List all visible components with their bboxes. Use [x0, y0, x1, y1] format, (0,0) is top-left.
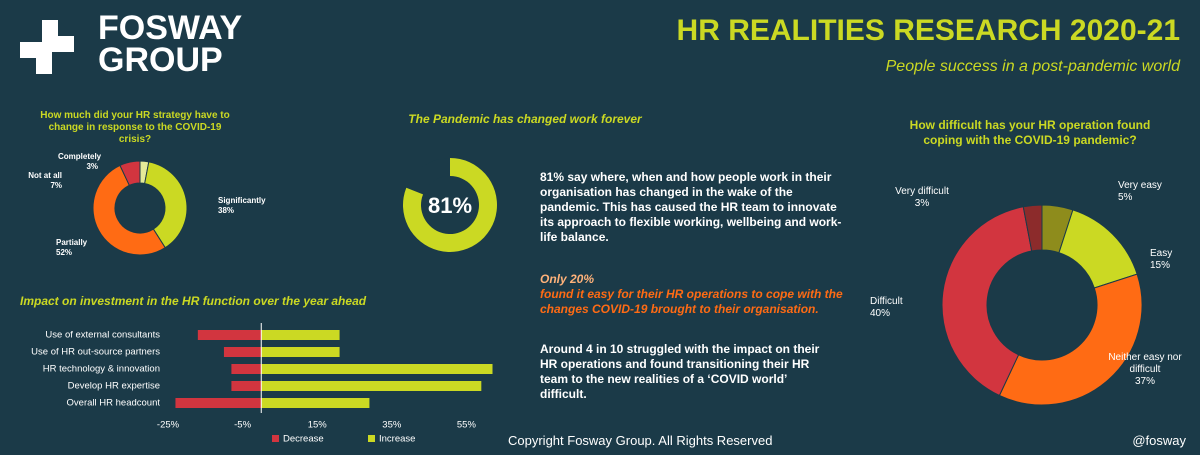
- x-tick-label: 15%: [308, 420, 328, 431]
- category-label: Not at all: [28, 171, 62, 180]
- category-label: Overall HR headcount: [67, 398, 161, 409]
- value-label: 7%: [50, 181, 62, 190]
- bar: [231, 381, 262, 391]
- gauge-arc: [403, 158, 497, 252]
- bar: [197, 330, 262, 340]
- logo-line: FOSWAY: [98, 9, 243, 47]
- legend-swatch: [272, 435, 279, 442]
- bar: [231, 364, 262, 374]
- donut-segment: [119, 160, 141, 187]
- category-label: HR technology & innovation: [43, 364, 160, 375]
- data-label: Easy 15%: [1150, 248, 1200, 272]
- copyright: Copyright Fosway Group. All Rights Reser…: [508, 433, 773, 448]
- value-label: 3%: [86, 162, 98, 171]
- gauge-label: 81%: [428, 193, 472, 218]
- category-label: Completely: [58, 152, 102, 161]
- chart-title: How difficult has your HR operation foun…: [909, 118, 1151, 147]
- data-label: Significantly 38%: [218, 196, 278, 216]
- value-label: 38%: [218, 206, 235, 215]
- data-label: Difficult 40%: [870, 296, 930, 320]
- data-label: Very easy 5%: [1118, 180, 1178, 204]
- chart-title: How much did your HR strategy have to ch…: [40, 110, 230, 145]
- value-label: 37%: [1134, 376, 1155, 387]
- page-title: HR REALITIES RESEARCH 2020-21: [676, 14, 1180, 47]
- x-tick-label: -5%: [234, 420, 251, 431]
- legend-swatch: [368, 435, 375, 442]
- bar: [261, 398, 370, 408]
- bar: [261, 330, 340, 340]
- paragraph-lead: Only 20%: [540, 272, 595, 286]
- category-label: Easy: [1150, 248, 1173, 259]
- bar: [261, 381, 482, 391]
- logo-line: GROUP: [98, 41, 223, 79]
- value-label: 5%: [1118, 192, 1133, 203]
- category-label: Use of external consultants: [45, 330, 160, 341]
- chart-title: Impact on investment in the HR function …: [20, 294, 367, 308]
- category-label: Very easy: [1118, 180, 1162, 191]
- donut-segment: [998, 273, 1143, 406]
- data-label: Not at all 7%: [22, 171, 62, 191]
- bar: [261, 364, 493, 374]
- category-label: Difficult: [870, 296, 903, 307]
- category-label: Very difficult: [895, 186, 949, 197]
- donut-segment: [1022, 204, 1043, 252]
- category-label: Significantly: [218, 196, 266, 205]
- x-tick-label: 35%: [382, 420, 402, 431]
- handle: @fosway: [1132, 433, 1186, 448]
- category-label: Partially: [56, 238, 88, 247]
- logo-text: FOSWAY GROUP: [98, 9, 243, 79]
- value-label: 40%: [870, 308, 891, 319]
- donut-segment: [144, 161, 188, 249]
- page-subtitle: People success in a post-pandemic world: [885, 58, 1180, 75]
- category-label: Use of HR out-source partners: [31, 347, 160, 358]
- legend-label: Decrease: [283, 434, 324, 445]
- data-label: Neither easy nor difficult 37%: [1100, 352, 1190, 388]
- category-label: Neither easy nor difficult: [1108, 352, 1182, 375]
- bar: [223, 347, 262, 357]
- paragraph: 81% say where, when and how people work …: [540, 170, 842, 244]
- logo-icon: [20, 20, 74, 74]
- legend-label: Increase: [379, 434, 415, 445]
- x-tick-label: 55%: [457, 420, 477, 431]
- paragraph: Around 4 in 10 struggled with the impact…: [540, 342, 820, 401]
- x-tick-label: -25%: [157, 420, 180, 431]
- data-label: Partially 52%: [56, 238, 116, 258]
- data-label: Completely 3%: [58, 152, 102, 172]
- donut-segment: [1058, 209, 1138, 289]
- category-label: Develop HR expertise: [68, 381, 160, 392]
- value-label: 52%: [56, 248, 73, 257]
- donut-segment: [92, 164, 166, 256]
- bar: [175, 398, 262, 408]
- data-label: Very difficult 3%: [892, 186, 952, 210]
- paragraph-body: found it easy for their HR operations to…: [540, 287, 843, 316]
- paragraph: Only 20% found it easy for their HR oper…: [540, 272, 850, 317]
- chart-title: The Pandemic has changed work forever: [408, 112, 642, 126]
- value-label: 15%: [1150, 260, 1171, 271]
- value-label: 3%: [914, 198, 930, 209]
- bar: [261, 347, 340, 357]
- donut-segment: [941, 206, 1033, 397]
